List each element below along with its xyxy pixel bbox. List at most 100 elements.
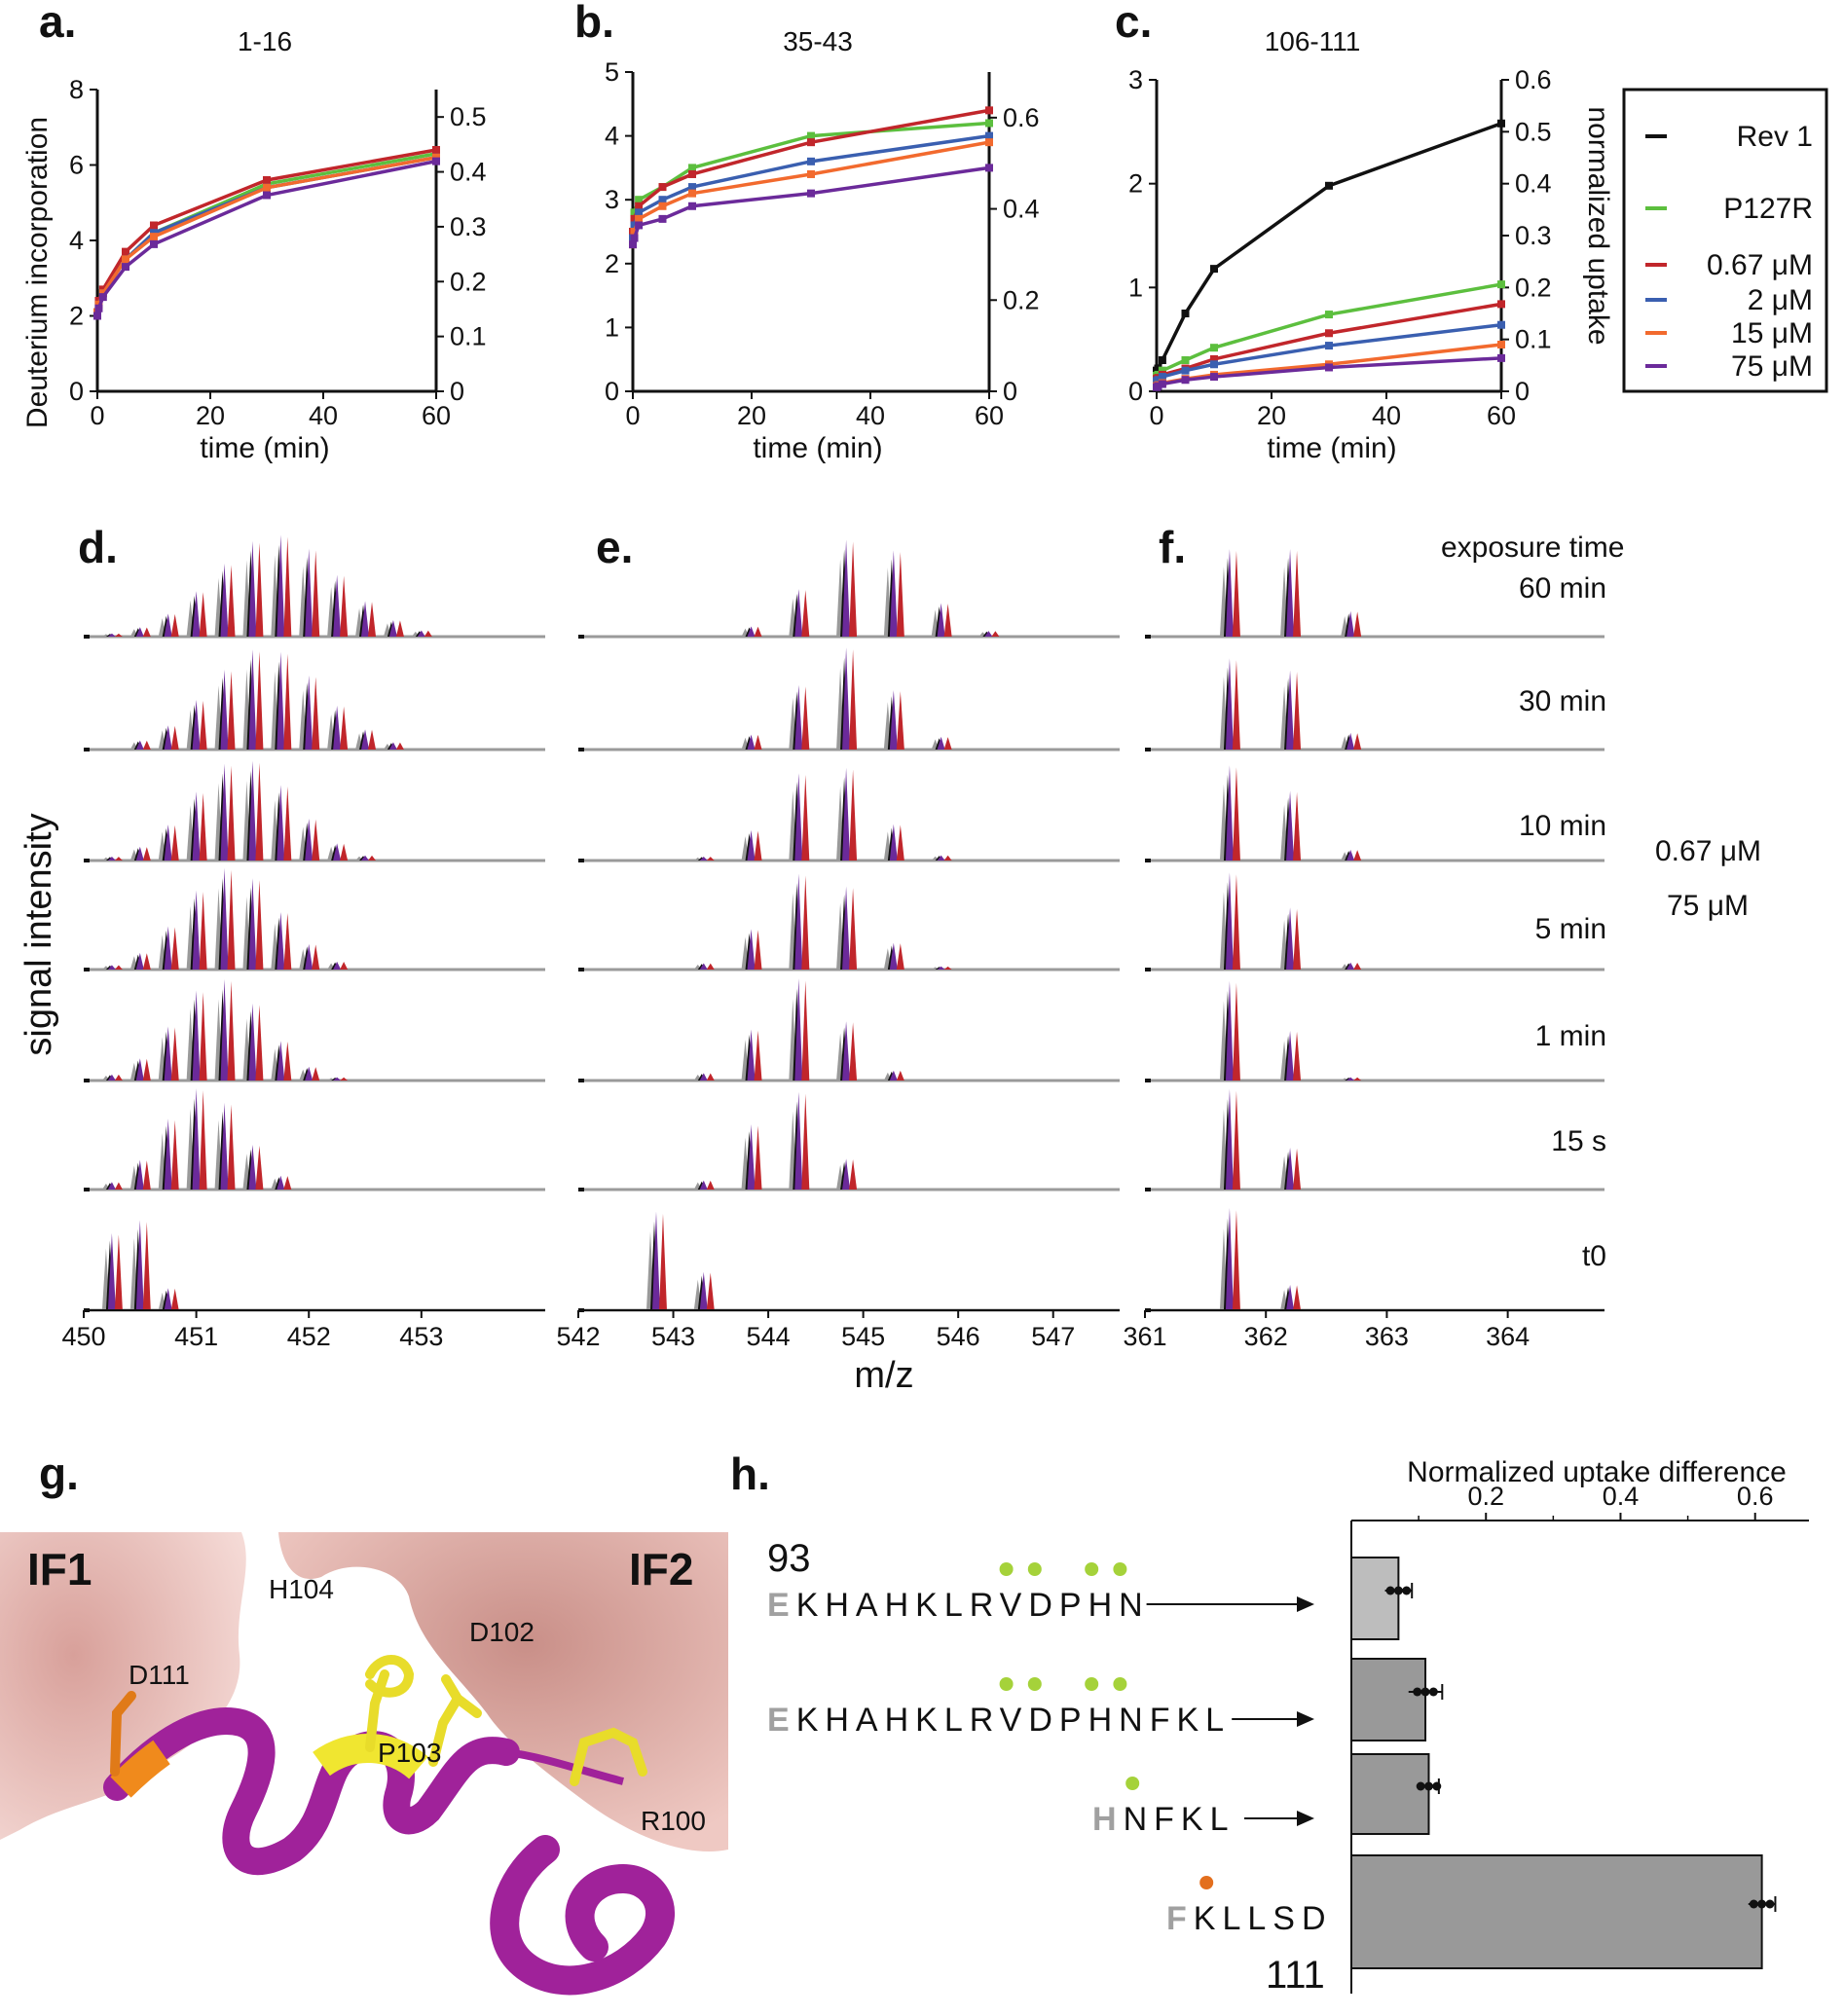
spectrum-peak (699, 1073, 708, 1081)
spectrum-peak (794, 978, 803, 1081)
ylabel-signal-intensity: signal intensity (18, 813, 59, 1055)
spectrum-peak (1232, 874, 1240, 970)
data-point (150, 221, 158, 230)
y-tick-label: 0 (1128, 377, 1143, 406)
spectrum-peak (142, 627, 151, 637)
h-replicate-point (1423, 1781, 1433, 1791)
spectrum-peak (283, 653, 292, 750)
spectrum-peak (706, 963, 715, 970)
data-point (688, 183, 696, 192)
y-right-tick-label: 0.4 (450, 158, 487, 187)
spectrum-peak (164, 926, 172, 970)
spectrum-peak (255, 880, 264, 970)
spectrum-peak (199, 592, 207, 637)
spectrum-peak (114, 1182, 123, 1190)
data-point (1325, 363, 1333, 372)
spectrum-peak (248, 1003, 257, 1081)
y-tick-label: 3 (1128, 65, 1143, 94)
h-bar (1350, 1753, 1430, 1835)
sequence-arrowhead (1297, 1596, 1314, 1612)
x-tick-label: 20 (1257, 401, 1286, 430)
data-point (635, 202, 644, 210)
spectrum-peak (889, 942, 898, 970)
spectrum-peak (943, 855, 952, 861)
title-c: 106-111 (1265, 26, 1361, 56)
h-tick-label: 0.4 (1603, 1482, 1640, 1511)
spectrum-peak (170, 1119, 179, 1190)
mz-tick-label: 451 (174, 1322, 218, 1351)
spectrum-peak (991, 631, 1000, 637)
data-point (985, 138, 993, 147)
spectrum-peak (333, 843, 342, 861)
spectrum-peak (842, 647, 851, 750)
data-point (1158, 380, 1166, 388)
h-bar (1350, 1854, 1763, 1969)
spectrum-peak (192, 990, 201, 1081)
spectrum-peak (1286, 1030, 1295, 1081)
spectrum-peak (849, 649, 858, 750)
panel-label-e: e. (596, 522, 633, 572)
helix-ribbon-lower (490, 1835, 675, 1996)
spectrum-peak (849, 1022, 858, 1081)
data-point (1210, 373, 1218, 382)
spectrum-peak (794, 1091, 803, 1190)
y-tick-label: 4 (69, 226, 84, 255)
spectrum-peak (937, 603, 945, 637)
y-right-tick-label: 0.2 (450, 267, 487, 296)
spectrum-peak (283, 536, 292, 637)
spectrum-peak (1293, 1148, 1302, 1190)
mz-tick-label: 546 (937, 1322, 980, 1351)
spectrum-peak (1353, 1077, 1362, 1081)
spectrum-peak (248, 760, 257, 861)
spectrum-peak (849, 1159, 858, 1190)
spectra-panel-e: 542 543 544 545 546 547 (556, 539, 1120, 1351)
y-tick-label: 1 (1128, 273, 1143, 302)
spectrum-peak (1286, 790, 1295, 861)
exposure-time-labels: 60 min 30 min 10 min 5 min 1 min 15 s t0 (1519, 572, 1606, 1272)
spectrum-peak (170, 1027, 179, 1081)
spectrum-peak (199, 992, 207, 1081)
data-point (688, 164, 696, 172)
mz-tick-label: 450 (61, 1322, 105, 1351)
spectrum-peak (1225, 765, 1234, 861)
spectrum-peak (801, 590, 810, 637)
x-tick-label: 60 (422, 401, 451, 430)
spectrum-peak (706, 1180, 715, 1190)
spectrum-peak (801, 1093, 810, 1190)
label-r100: R100 (641, 1806, 706, 1836)
spectrum-peak (1286, 907, 1295, 970)
spectrum-peak (199, 892, 207, 970)
spectrum-peak (747, 1029, 756, 1081)
panel-label-d: d. (78, 522, 118, 572)
h-replicate-point (1402, 1586, 1412, 1595)
spectrum-peak (754, 930, 762, 970)
spectrum-peak (896, 1070, 904, 1081)
spectrum-peak (896, 825, 904, 861)
ylabel-deuterium: Deuterium incorporation (21, 117, 54, 428)
seq-start-number: 93 (767, 1537, 811, 1580)
data-point (1210, 344, 1218, 352)
spectrum-peak (801, 980, 810, 1081)
spectrum-peak (361, 601, 370, 637)
protected-residue-dot (1199, 1876, 1214, 1889)
spectrum-peak (395, 742, 404, 750)
spectrum-peak (794, 589, 803, 637)
sidechain-orange (110, 1691, 136, 1777)
spectrum-peak (114, 633, 123, 637)
sequence-first-residue: E (767, 1702, 796, 1739)
spectrum-peak (747, 626, 756, 637)
spectrum-peak (943, 737, 952, 750)
data-point (263, 176, 271, 184)
spectrum-peak (164, 725, 172, 750)
protected-residue-dot (1113, 1562, 1127, 1576)
spectrum-peak (754, 734, 762, 750)
h-replicate-point (1420, 1687, 1430, 1697)
x-tick-label: 60 (1487, 401, 1516, 430)
x-tick-label: 0 (625, 401, 640, 430)
spectrum-peak (277, 1175, 285, 1190)
spectrum-peak (747, 829, 756, 861)
spectrum-peak (142, 740, 151, 750)
spectrum-peak (277, 911, 285, 970)
